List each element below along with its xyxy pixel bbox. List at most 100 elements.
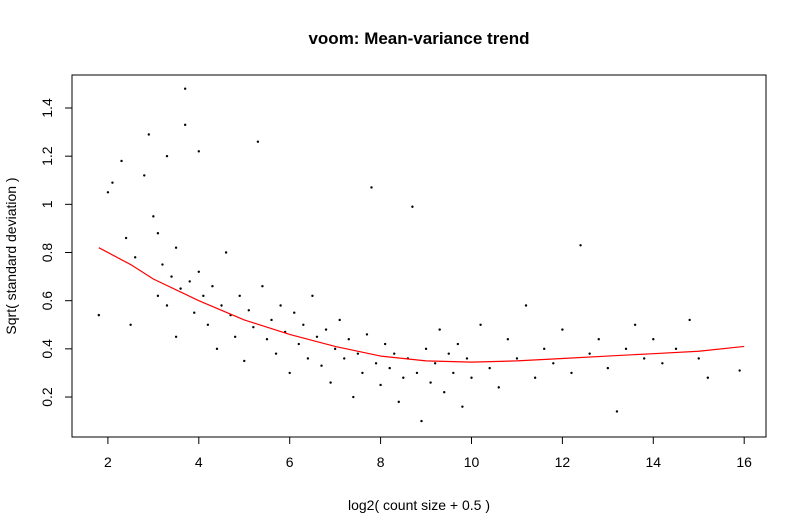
point (415, 371, 419, 375)
point (379, 383, 382, 387)
point (633, 323, 637, 326)
y-tick-label: 1 (39, 200, 55, 208)
x-axis-label: log2( count size + 0.5 ) (348, 497, 490, 513)
point (479, 323, 482, 326)
point (152, 215, 155, 218)
point (197, 270, 201, 273)
point (443, 391, 446, 394)
point (220, 304, 223, 307)
point (515, 357, 519, 360)
point (306, 357, 310, 360)
point (470, 376, 473, 379)
y-axis-label: Sqrt( standard deviation ) (3, 177, 19, 334)
point (193, 311, 196, 314)
point (624, 347, 628, 351)
y-tick-label: 0.2 (39, 387, 55, 407)
point (215, 347, 219, 351)
point (688, 318, 691, 322)
point (506, 338, 510, 341)
point (320, 364, 323, 367)
point (597, 338, 600, 341)
y-tick-label: 1.4 (39, 98, 55, 118)
x-tick-label: 10 (464, 454, 480, 470)
point (183, 87, 187, 90)
point (365, 333, 369, 336)
point (315, 335, 319, 339)
point (179, 287, 182, 290)
point (333, 347, 337, 351)
point (488, 366, 491, 370)
point (347, 338, 350, 341)
point (233, 335, 237, 339)
point (324, 328, 328, 331)
point (197, 150, 201, 153)
point (543, 347, 546, 351)
y-tick-label: 0.4 (39, 339, 55, 359)
point (202, 294, 205, 298)
point (206, 323, 210, 326)
point (524, 304, 528, 307)
x-tick-label: 2 (104, 454, 112, 470)
point (697, 357, 700, 360)
point (433, 362, 437, 365)
point (243, 359, 246, 363)
point (106, 191, 110, 194)
point (165, 304, 169, 307)
point (165, 154, 169, 158)
chart-title: voom: Mean-variance trend (308, 29, 529, 48)
trend-line (98, 247, 745, 363)
point (402, 376, 405, 379)
point (252, 325, 255, 329)
point (497, 386, 500, 389)
point (411, 205, 414, 208)
point (124, 236, 128, 240)
point (374, 362, 378, 365)
point (129, 323, 132, 326)
y-tick-label: 1.2 (39, 146, 55, 166)
point (447, 352, 450, 355)
point (352, 395, 355, 399)
point (343, 357, 346, 360)
point (170, 275, 173, 278)
point (420, 419, 423, 423)
point (311, 294, 314, 298)
point (615, 410, 619, 413)
point (188, 280, 191, 283)
point (361, 371, 364, 375)
y-tick-label: 0.8 (39, 243, 55, 263)
plot-frame (71, 74, 767, 438)
x-tick-label: 4 (195, 454, 203, 470)
point (270, 318, 273, 322)
point (465, 357, 469, 360)
point (661, 362, 664, 365)
point (461, 405, 464, 408)
point (329, 381, 332, 384)
point (274, 352, 278, 355)
point (552, 362, 555, 365)
point (452, 371, 455, 375)
point (120, 159, 123, 163)
point (174, 335, 178, 339)
point (370, 186, 373, 189)
point (424, 347, 428, 351)
point (642, 357, 646, 360)
point (706, 376, 710, 379)
x-tick-label: 8 (377, 454, 385, 470)
point (156, 294, 160, 298)
point (429, 381, 432, 384)
point (211, 285, 214, 288)
point (674, 347, 678, 351)
x-tick-label: 16 (736, 454, 752, 470)
point (147, 133, 151, 136)
point (256, 140, 260, 143)
point (397, 400, 400, 404)
point (97, 313, 101, 317)
point (183, 123, 187, 127)
point (570, 371, 573, 375)
point (456, 342, 460, 346)
x-tick-label: 12 (555, 454, 571, 470)
point (393, 352, 396, 355)
point (297, 342, 300, 346)
